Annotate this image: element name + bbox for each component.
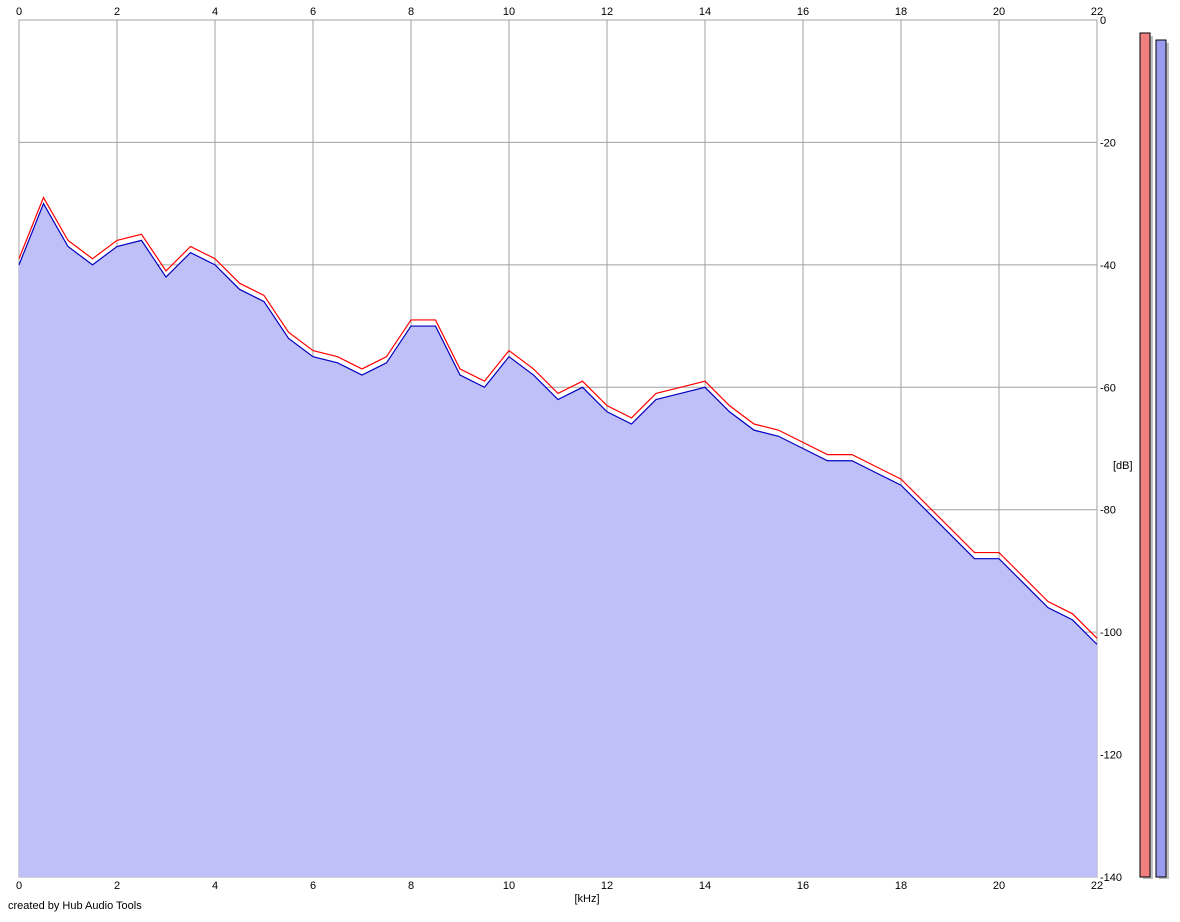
x-tick-label: 16 (797, 880, 809, 892)
area-fill (19, 203, 1097, 878)
x-tick-label-top: 4 (212, 6, 218, 18)
y-axis-label: [dB] (1113, 460, 1133, 472)
x-tick-label-top: 2 (114, 6, 120, 18)
x-tick-label-top: 8 (408, 6, 414, 18)
y-tick-label: -80 (1100, 505, 1116, 517)
x-tick-label-top: 22 (1091, 6, 1103, 18)
y-tick-label: -40 (1100, 260, 1116, 272)
x-tick-label: 8 (408, 880, 414, 892)
plot (18, 19, 1098, 878)
x-tick-label-top: 16 (797, 6, 809, 18)
x-tick-label-top: 6 (310, 6, 316, 18)
y-tick-label: -140 (1100, 872, 1122, 884)
x-tick-label-top: 10 (503, 6, 515, 18)
level-meter (1155, 39, 1167, 878)
x-tick-label: 0 (16, 880, 22, 892)
x-tick-label-top: 0 (16, 6, 22, 18)
x-tick-label: 18 (895, 880, 907, 892)
x-tick-label: 6 (310, 880, 316, 892)
y-tick-label: -120 (1100, 750, 1122, 762)
spectrum-line (18, 202, 1098, 645)
x-tick-label: 14 (699, 880, 711, 892)
x-tick-label-top: 18 (895, 6, 907, 18)
x-tick-label: 10 (503, 880, 515, 892)
y-tick-label: 0 (1100, 15, 1106, 27)
x-tick-label-top: 14 (699, 6, 711, 18)
x-tick-label: 22 (1091, 880, 1103, 892)
x-tick-label: 20 (993, 880, 1005, 892)
x-tick-label: 4 (212, 880, 218, 892)
x-tick-label-top: 12 (601, 6, 613, 18)
x-tick-label: 2 (114, 880, 120, 892)
level-meter (1139, 32, 1151, 878)
x-tick-label-top: 20 (993, 6, 1005, 18)
spectrum-line (18, 196, 1098, 639)
x-tick-label: 12 (601, 880, 613, 892)
y-tick-label: -20 (1100, 137, 1116, 149)
y-tick-label: -100 (1100, 627, 1122, 639)
y-tick-label: -60 (1100, 382, 1116, 394)
x-axis-label: [kHz] (574, 893, 599, 905)
credit: created by Hub Audio Tools (8, 900, 142, 912)
